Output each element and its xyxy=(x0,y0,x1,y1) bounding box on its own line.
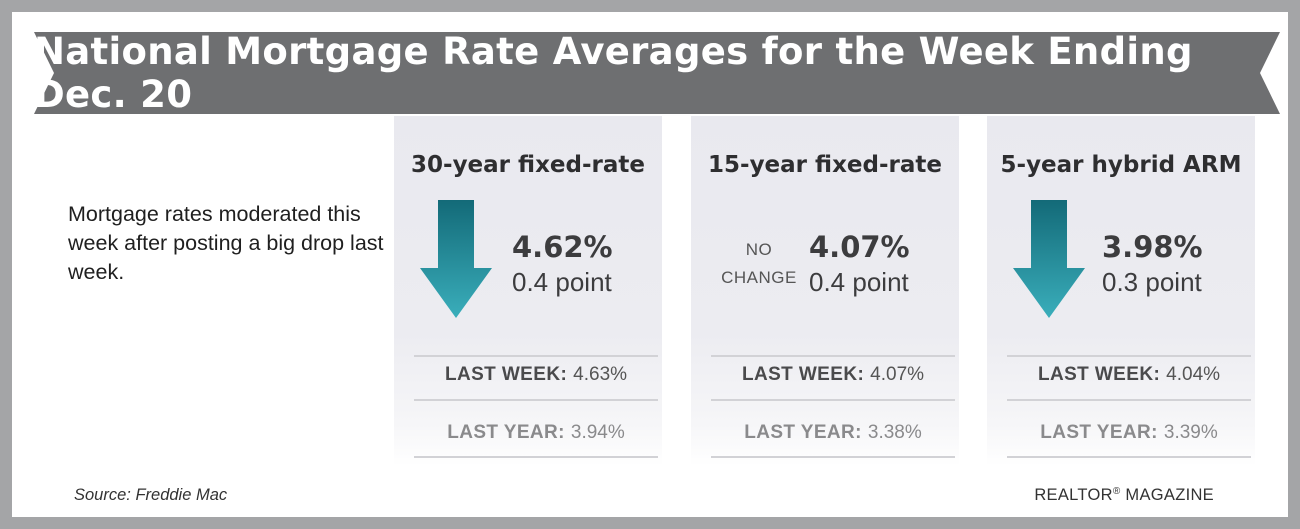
last-week-label: LAST WEEK: xyxy=(444,364,568,385)
down-arrow-icon xyxy=(420,200,492,318)
divider xyxy=(1007,355,1251,357)
title-banner: National Mortgage Rate Averages for the … xyxy=(34,30,1280,116)
last-year-value: 3.38% xyxy=(867,422,922,443)
last-week-stat: LAST WEEK: 4.04% xyxy=(1007,364,1251,386)
registered-mark: ® xyxy=(1112,486,1121,497)
last-year-value: 3.94% xyxy=(570,422,625,443)
last-week-label: LAST WEEK: xyxy=(741,364,865,385)
last-year-stat: LAST YEAR: 3.38% xyxy=(711,422,955,444)
page-title: National Mortgage Rate Averages for the … xyxy=(34,30,1193,116)
last-year-stat: LAST YEAR: 3.94% xyxy=(414,422,658,444)
banner-ribbon-shape xyxy=(34,32,1280,114)
source-note: Source: Freddie Mac xyxy=(74,486,228,504)
divider xyxy=(711,399,955,401)
divider xyxy=(1007,399,1251,401)
current-rate: 3.98% xyxy=(1102,230,1203,264)
divider xyxy=(1007,456,1251,458)
divider xyxy=(711,456,955,458)
last-week-label: LAST WEEK: xyxy=(1037,364,1161,385)
current-rate: 4.07% xyxy=(809,230,910,264)
brand-credit: REALTOR® MAGAZINE xyxy=(1034,486,1214,505)
last-week-value: 4.07% xyxy=(870,364,925,385)
last-week-value: 4.04% xyxy=(1166,364,1221,385)
rate-change: 0.4 point xyxy=(809,267,909,297)
panel-title: 15-year fixed-rate xyxy=(708,152,942,178)
last-year-stat: LAST YEAR: 3.39% xyxy=(1007,422,1251,444)
intro-text: Mortgage rates moderated this week after… xyxy=(68,202,384,284)
down-arrow-icon xyxy=(1013,200,1085,318)
current-rate: 4.62% xyxy=(512,230,613,264)
last-year-value: 3.39% xyxy=(1163,422,1218,443)
divider xyxy=(711,355,955,357)
panel-title: 5-year hybrid ARM xyxy=(1000,152,1242,178)
no-change-line-2: CHANGE xyxy=(721,268,797,287)
last-year-label: LAST YEAR: xyxy=(447,422,565,443)
brand-name: REALTOR xyxy=(1034,486,1113,504)
panel-5-year-hybrid-arm: 5-year hybrid ARM 3.98% 0.3 point LAST W… xyxy=(987,116,1255,466)
no-change-line-1: NO xyxy=(745,240,773,259)
panel-15-year-fixed: 15-year fixed-rate NO CHANGE 4.07% 0.4 p… xyxy=(691,116,959,466)
brand-suffix: MAGAZINE xyxy=(1120,486,1214,504)
last-year-label: LAST YEAR: xyxy=(1040,422,1158,443)
last-week-stat: LAST WEEK: 4.63% xyxy=(414,364,658,386)
rate-change: 0.4 point xyxy=(512,267,612,297)
panel-title: 30-year fixed-rate xyxy=(411,152,645,178)
divider xyxy=(414,456,658,458)
last-week-stat: LAST WEEK: 4.07% xyxy=(711,364,955,386)
last-week-value: 4.63% xyxy=(573,364,628,385)
last-year-label: LAST YEAR: xyxy=(744,422,862,443)
infographic-card: National Mortgage Rate Averages for the … xyxy=(12,12,1288,517)
rate-change: 0.3 point xyxy=(1102,267,1202,297)
no-change-indicator: NO CHANGE xyxy=(711,236,807,292)
divider xyxy=(414,399,658,401)
divider xyxy=(414,355,658,357)
panel-30-year-fixed: 30-year fixed-rate 4.62% 0.4 point LAST … xyxy=(394,116,662,466)
